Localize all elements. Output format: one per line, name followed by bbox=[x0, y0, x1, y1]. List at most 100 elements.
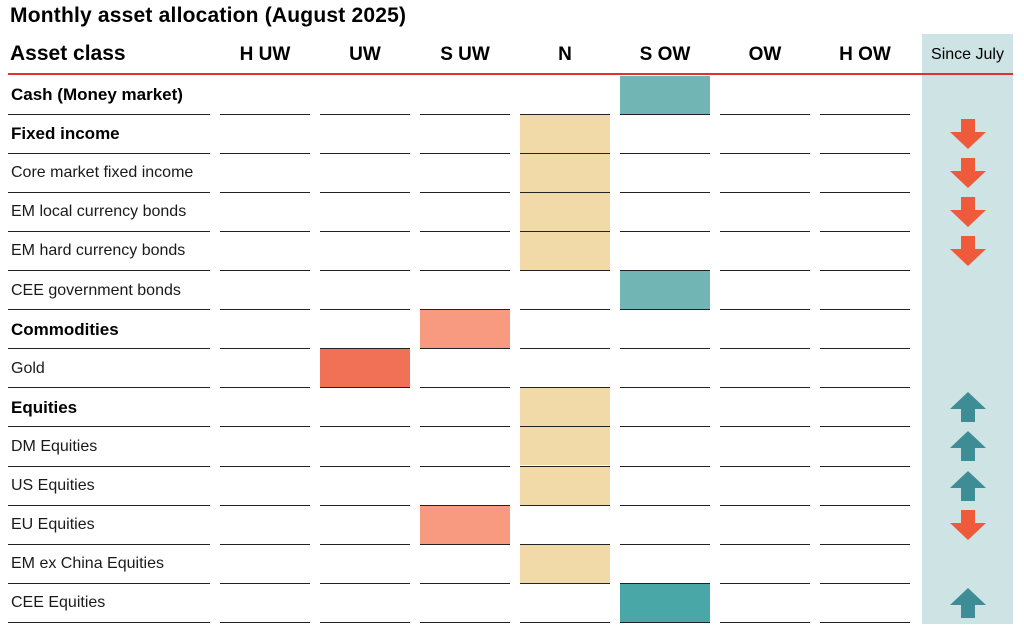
row-divider bbox=[820, 466, 910, 467]
row-divider bbox=[720, 192, 810, 193]
row-divider bbox=[520, 426, 610, 427]
row-divider bbox=[220, 192, 310, 193]
arrow-up-icon bbox=[948, 467, 988, 505]
row-divider bbox=[320, 231, 410, 232]
row-divider bbox=[720, 153, 810, 154]
row-divider bbox=[720, 466, 810, 467]
row-divider bbox=[220, 466, 310, 467]
row-divider bbox=[820, 583, 910, 584]
row-label-core-market-fixed-income: Core market fixed income bbox=[11, 164, 194, 182]
row-divider bbox=[620, 466, 710, 467]
row-divider bbox=[220, 544, 310, 545]
row-divider bbox=[620, 583, 710, 584]
row-divider bbox=[420, 505, 510, 506]
row-divider bbox=[620, 153, 710, 154]
arrow-down-icon bbox=[948, 154, 988, 192]
arrow-up-icon bbox=[948, 584, 988, 622]
row-divider bbox=[8, 231, 210, 232]
row-divider bbox=[820, 270, 910, 271]
allocation-cell-equities bbox=[520, 388, 610, 427]
row-label-equities: Equities bbox=[11, 397, 78, 417]
arrow-down-icon bbox=[948, 506, 988, 544]
row-divider bbox=[620, 505, 710, 506]
row-divider bbox=[220, 270, 310, 271]
row-divider bbox=[420, 466, 510, 467]
allocation-cell-em-hard-currency-bonds bbox=[520, 231, 610, 270]
row-divider bbox=[320, 348, 410, 349]
row-divider bbox=[420, 309, 510, 310]
row-divider bbox=[620, 270, 710, 271]
row-divider bbox=[620, 231, 710, 232]
row-divider bbox=[620, 192, 710, 193]
allocation-cell-core-market-fixed-income bbox=[520, 153, 610, 192]
row-divider bbox=[420, 583, 510, 584]
column-header-ow: OW bbox=[748, 44, 782, 65]
row-divider bbox=[220, 387, 310, 388]
row-divider bbox=[8, 505, 210, 506]
row-divider bbox=[520, 309, 610, 310]
row-divider bbox=[420, 348, 510, 349]
row-divider bbox=[220, 348, 310, 349]
chart-title: Monthly asset allocation (August 2025) bbox=[10, 4, 407, 27]
allocation-cell-dm-equities bbox=[520, 427, 610, 466]
row-divider bbox=[8, 348, 210, 349]
row-divider bbox=[320, 153, 410, 154]
row-divider bbox=[220, 309, 310, 310]
row-divider bbox=[620, 622, 710, 623]
row-divider bbox=[220, 231, 310, 232]
row-divider bbox=[220, 426, 310, 427]
row-divider bbox=[520, 348, 610, 349]
column-header-s-uw: S UW bbox=[440, 44, 490, 65]
allocation-cell-cash-money-market bbox=[620, 75, 710, 114]
row-divider bbox=[820, 114, 910, 115]
row-divider bbox=[320, 192, 410, 193]
row-divider bbox=[620, 387, 710, 388]
row-divider bbox=[220, 153, 310, 154]
row-divider bbox=[620, 348, 710, 349]
row-divider bbox=[8, 466, 210, 467]
row-divider bbox=[320, 387, 410, 388]
row-divider bbox=[520, 153, 610, 154]
row-divider bbox=[8, 387, 210, 388]
row-divider bbox=[8, 192, 210, 193]
row-divider bbox=[720, 583, 810, 584]
row-label-em-local-currency-bonds: EM local currency bonds bbox=[11, 203, 187, 221]
allocation-cell-eu-equities bbox=[420, 505, 510, 544]
column-header-h-uw: H UW bbox=[239, 44, 291, 65]
row-divider bbox=[320, 583, 410, 584]
arrow-down-icon bbox=[948, 193, 988, 231]
row-divider bbox=[320, 426, 410, 427]
row-label-commodities: Commodities bbox=[11, 319, 119, 339]
row-divider bbox=[320, 114, 410, 115]
header-rule bbox=[8, 73, 1013, 75]
row-divider bbox=[220, 505, 310, 506]
row-divider bbox=[520, 544, 610, 545]
row-divider bbox=[320, 544, 410, 545]
column-header-n: N bbox=[558, 44, 572, 65]
row-divider bbox=[8, 270, 210, 271]
row-divider bbox=[520, 270, 610, 271]
row-divider bbox=[220, 114, 310, 115]
row-divider bbox=[8, 544, 210, 545]
row-divider bbox=[420, 544, 510, 545]
row-label-em-hard-currency-bonds: EM hard currency bonds bbox=[11, 242, 186, 260]
allocation-cell-em-ex-china-equities bbox=[520, 544, 610, 583]
allocation-cell-cee-government-bonds bbox=[620, 271, 710, 309]
row-divider bbox=[720, 309, 810, 310]
row-divider bbox=[720, 114, 810, 115]
row-divider bbox=[420, 153, 510, 154]
row-label-em-ex-china-equities: EM ex China Equities bbox=[11, 555, 164, 573]
row-divider bbox=[620, 309, 710, 310]
row-divider bbox=[520, 114, 610, 115]
row-divider bbox=[520, 622, 610, 623]
row-divider bbox=[8, 114, 210, 115]
row-divider bbox=[520, 583, 610, 584]
row-divider bbox=[820, 387, 910, 388]
row-divider bbox=[8, 426, 210, 427]
allocation-cell-us-equities bbox=[520, 466, 610, 505]
row-label-gold: Gold bbox=[11, 359, 45, 377]
row-divider bbox=[620, 544, 710, 545]
allocation-cell-cee-equities bbox=[620, 583, 710, 622]
row-divider bbox=[820, 544, 910, 545]
row-divider bbox=[720, 348, 810, 349]
